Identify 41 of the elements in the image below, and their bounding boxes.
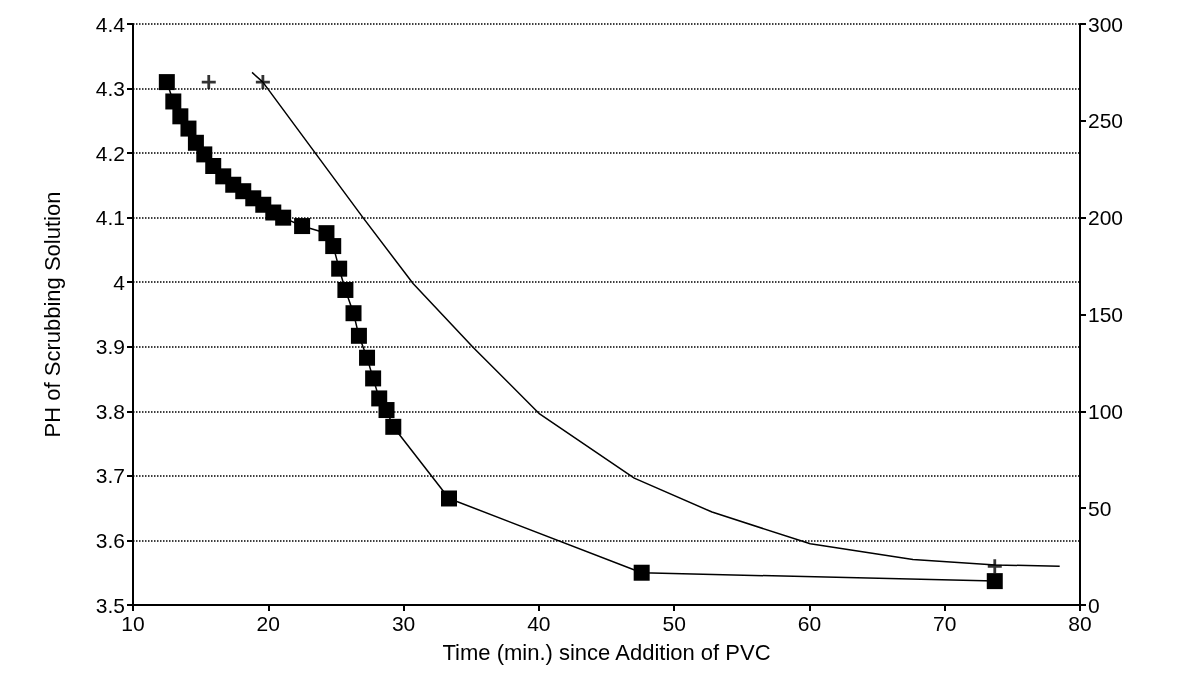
- x-tick-label: 60: [797, 612, 822, 635]
- y-tick-label: 3.9: [95, 335, 125, 359]
- y-tick-label: 3.6: [95, 528, 125, 552]
- y2-tick-label: 250: [1088, 109, 1124, 133]
- x-tick-label: 30: [391, 612, 416, 635]
- y2-tick-label: 200: [1088, 206, 1124, 230]
- y-tick-label: 4.3: [95, 77, 125, 101]
- x-tick-label: 20: [256, 612, 280, 635]
- point: [331, 260, 348, 277]
- point: [359, 349, 376, 366]
- x-axis-title: Time (min.) since Addition of PVC: [442, 639, 771, 665]
- y-tick-label: 4: [113, 270, 126, 294]
- y2-tick-label: 150: [1088, 303, 1124, 326]
- point: [365, 370, 382, 387]
- y2-tick-label: 100: [1088, 399, 1124, 423]
- point: [441, 490, 458, 507]
- y-tick-label: 3.7: [95, 464, 125, 488]
- y-axis-title: PH of Scrubbing Solution: [39, 191, 65, 438]
- y-tick-label: 4.2: [95, 141, 125, 165]
- point: [385, 418, 402, 435]
- point: [275, 209, 292, 226]
- point: [172, 108, 189, 125]
- point: [158, 74, 175, 91]
- point: [350, 327, 367, 344]
- x-tick-label: 50: [662, 612, 686, 635]
- y2-tick-label: 300: [1088, 12, 1124, 36]
- point: [325, 238, 342, 255]
- y-tick-label: 4.1: [95, 206, 125, 230]
- point: [345, 305, 362, 322]
- point: [633, 564, 650, 581]
- x-tick-label: 70: [933, 612, 957, 635]
- point: [337, 281, 354, 298]
- y-tick-label: 3.8: [95, 399, 125, 423]
- point: [180, 120, 197, 137]
- point: [986, 573, 1003, 590]
- y-tick-label: 4.4: [95, 12, 126, 36]
- point: [165, 93, 182, 110]
- x-tick-label: 40: [527, 612, 551, 635]
- point: [294, 218, 311, 235]
- y2-tick-label: 50: [1088, 496, 1112, 520]
- point: [378, 402, 395, 419]
